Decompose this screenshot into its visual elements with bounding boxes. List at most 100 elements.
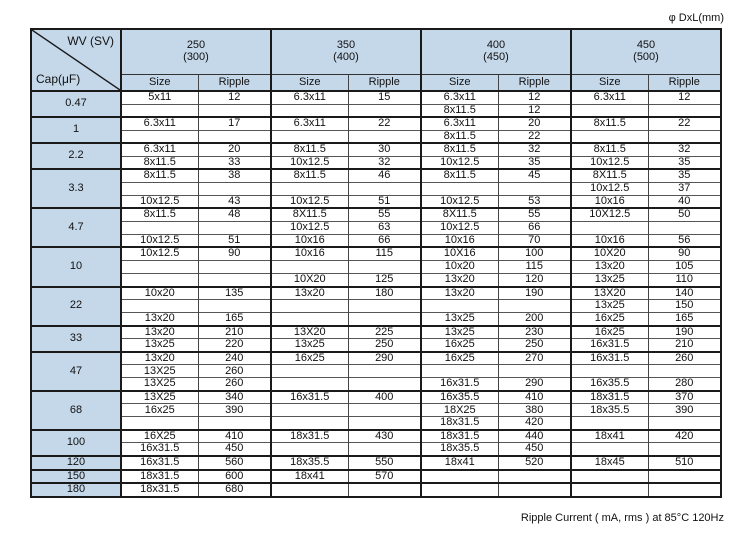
size-cell: 10x20: [120, 285, 198, 300]
ripple-cell: [647, 442, 721, 457]
ripple-cell: [347, 312, 421, 326]
ripple-cell: [347, 103, 421, 118]
size-cell: 13x25: [420, 312, 498, 326]
ripple-current-table: WV (SV) Cap(μF) 250 (300) 350 (400) 400 …: [30, 28, 722, 498]
ripple-cell: [497, 181, 571, 196]
size-cell: 16x25: [570, 312, 648, 326]
ripple-header: Ripple: [647, 74, 721, 92]
size-cell: 8x11.5: [420, 168, 498, 183]
size-cell: 6.3x11: [120, 116, 198, 131]
ripple-cell: [347, 377, 421, 391]
size-cell: 16x25: [270, 350, 348, 365]
sv-value: (300): [183, 51, 209, 63]
ripple-cell: [197, 220, 271, 235]
table-row: 10x12.5 43 10x12.5 51 10x12.5 53 10x16 40: [31, 194, 721, 209]
size-cell: 16x31.5: [570, 338, 648, 352]
size-cell: [270, 312, 348, 326]
ripple-cell: 100: [497, 246, 571, 261]
ripple-cell: 120: [497, 273, 571, 287]
size-cell: [120, 129, 198, 144]
ripple-cell: 38: [197, 168, 271, 183]
size-cell: [570, 468, 648, 484]
ripple-cell: [647, 129, 721, 144]
table-row: 100 16X25 410 18x31.5 430 18x31.5 440 18x41 420: [31, 428, 721, 457]
ripple-cell: [497, 482, 571, 497]
size-cell: 8x11.5: [270, 168, 348, 183]
table-row: 10x20 115 13x20 105: [31, 260, 721, 274]
size-cell: 18x31.5: [420, 416, 498, 430]
size-cell: [420, 482, 498, 497]
size-cell: [120, 260, 198, 274]
size-cell: [120, 181, 198, 196]
size-cell: 8X11.5: [570, 168, 648, 183]
ripple-cell: 150: [647, 299, 721, 313]
size-cell: 10x12.5: [570, 181, 648, 196]
size-cell: 10x12.5: [420, 220, 498, 235]
ripple-cell: 260: [197, 364, 271, 378]
ripple-cell: 210: [197, 324, 271, 339]
size-cell: 13x20: [420, 285, 498, 300]
table-row: 10x12.5 63 10x12.5 66: [31, 220, 721, 235]
ripple-cell: 440: [497, 428, 571, 443]
size-cell: 10x12.5: [270, 155, 348, 170]
cap-value-cell: 120: [31, 455, 122, 470]
ripple-cell: 290: [497, 377, 571, 391]
size-cell: [270, 416, 348, 430]
ripple-cell: [197, 299, 271, 313]
cap-value-cell: 22: [31, 285, 122, 326]
size-cell: 10X20: [570, 246, 648, 261]
size-cell: [570, 442, 648, 457]
table-body: 0.47 5x11 12 6.3x11 15 6.3x11 12 6.3x11 12 8x11.5…: [31, 89, 721, 497]
table-row: 8x11.5 12: [31, 103, 721, 118]
size-cell: [270, 103, 348, 118]
ripple-cell: 250: [347, 338, 421, 352]
ripple-cell: [197, 260, 271, 274]
ripple-cell: 48: [197, 207, 271, 222]
ripple-cell: 200: [497, 312, 571, 326]
size-cell: 13x20: [570, 260, 648, 274]
size-cell: 6.3x11: [570, 89, 648, 105]
ripple-cell: 115: [347, 246, 421, 261]
ripple-cell: 70: [497, 233, 571, 248]
table-row: 4.7 8x11.5 48 8X11.5 55 8X11.5 55 10X12.5 50: [31, 207, 721, 248]
size-cell: 6.3x11: [420, 89, 498, 105]
size-cell: 8x11.5: [420, 103, 498, 118]
table-row: 10X20 125 13x20 120 13x25 110: [31, 273, 721, 287]
size-cell: 10x12.5: [570, 155, 648, 170]
size-cell: 10x12.5: [270, 220, 348, 235]
size-cell: 13x25: [570, 299, 648, 313]
table-row: 13X25 260: [31, 364, 721, 378]
table-row: 3.3 8x11.5 38 8x11.5 46 8x11.5 45 8X11.5 35: [31, 168, 721, 209]
size-cell: 16x31.5: [420, 377, 498, 391]
ripple-cell: 55: [347, 207, 421, 222]
ripple-cell: [497, 468, 571, 484]
ripple-cell: 450: [497, 442, 571, 457]
table-row: 1 6.3x11 17 6.3x11 22 6.3x11 20 8x11.5 22: [31, 116, 721, 144]
ripple-cell: [647, 468, 721, 484]
ripple-cell: 55: [497, 207, 571, 222]
ripple-cell: 30: [347, 142, 421, 157]
ripple-cell: 12: [497, 89, 571, 105]
cap-value-cell: 2.2: [31, 142, 122, 170]
size-cell: 8X11.5: [270, 207, 348, 222]
ripple-cell: 390: [647, 403, 721, 417]
footer-note: Ripple Current ( mA, rms ) at 85°C 120Hz: [520, 512, 724, 524]
size-cell: 8x11.5: [570, 142, 648, 157]
ripple-cell: 400: [347, 389, 421, 404]
ripple-cell: 165: [647, 312, 721, 326]
corner-cap-label: Cap(μF): [36, 72, 81, 87]
ripple-cell: 225: [347, 324, 421, 339]
size-cell: 13x25: [270, 338, 348, 352]
voltage-header-450: 450 (500): [570, 29, 721, 75]
size-cell: 10X16: [420, 246, 498, 261]
size-cell: 18x35.5: [420, 442, 498, 457]
size-cell: 8x11.5: [420, 129, 498, 144]
size-cell: [270, 181, 348, 196]
table-row: 0.47 5x11 12 6.3x11 15 6.3x11 12 6.3x11 12: [31, 89, 721, 118]
size-cell: 13x25: [120, 338, 198, 352]
size-cell: 13x20: [120, 350, 198, 365]
table-row: 16x25 390 18X25 380 18x35.5 390: [31, 403, 721, 417]
size-cell: 18x31.5: [120, 468, 198, 484]
size-cell: 13x20: [120, 324, 198, 339]
ripple-cell: 340: [197, 389, 271, 404]
